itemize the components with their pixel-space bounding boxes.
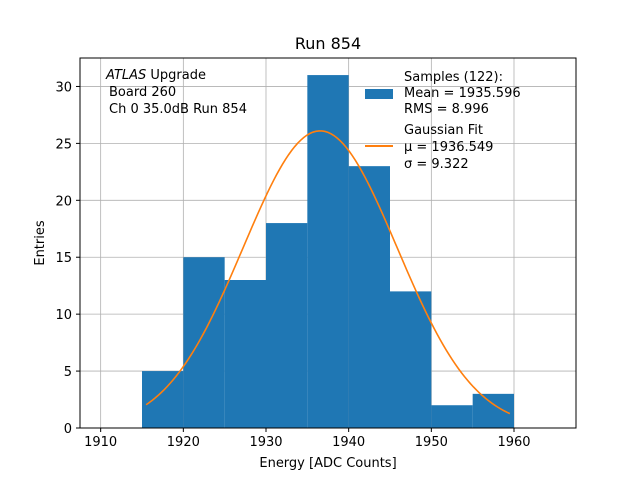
legend-samples-label: Samples (122): bbox=[404, 70, 503, 85]
upgrade-label: Upgrade bbox=[146, 68, 206, 83]
chart-title: Run 854 bbox=[295, 34, 361, 53]
histogram-bars bbox=[142, 75, 514, 429]
histogram-bar bbox=[266, 223, 308, 428]
annotation-line-3: Ch 0 35.0dB Run 854 bbox=[109, 102, 247, 117]
histogram-bar bbox=[348, 166, 390, 428]
histogram-bar bbox=[472, 393, 514, 428]
y-tick-label: 25 bbox=[55, 137, 72, 152]
x-tick-label: 1950 bbox=[415, 435, 448, 450]
legend-samples-swatch bbox=[365, 89, 393, 99]
y-tick-label: 20 bbox=[55, 194, 72, 209]
histogram-bar bbox=[307, 75, 349, 429]
annotation-block: ATLAS Upgrade Board 260 Ch 0 35.0dB Run … bbox=[105, 68, 247, 117]
legend-fit-mu: μ = 1936.549 bbox=[404, 140, 493, 155]
annotation-line-1: ATLAS Upgrade bbox=[105, 68, 206, 83]
y-tick-label: 0 bbox=[64, 422, 72, 437]
gaussian-fit-curve bbox=[145, 130, 511, 415]
legend-samples-mean: Mean = 1935.596 bbox=[404, 86, 521, 101]
legend-samples-rms: RMS = 8.996 bbox=[404, 102, 489, 117]
x-tick-label: 1910 bbox=[84, 435, 117, 450]
x-tick-label: 1960 bbox=[497, 435, 530, 450]
x-tick-label: 1940 bbox=[332, 435, 365, 450]
gaussian-fit bbox=[145, 130, 511, 415]
x-axis-ticks: 1910 1920 1930 1940 1950 1960 bbox=[84, 428, 531, 450]
y-tick-label: 15 bbox=[55, 251, 72, 266]
legend-fit-label: Gaussian Fit bbox=[404, 123, 483, 138]
legend-fit-sigma: σ = 9.322 bbox=[404, 157, 469, 172]
annotation-line-2: Board 260 bbox=[109, 85, 176, 100]
histogram-bar bbox=[431, 405, 473, 428]
x-tick-label: 1930 bbox=[249, 435, 282, 450]
y-axis-ticks: 0 5 10 15 20 25 30 bbox=[55, 80, 80, 437]
plot-frame bbox=[79, 57, 577, 429]
histogram-bar bbox=[224, 280, 266, 428]
y-axis-title: Entries bbox=[33, 220, 48, 266]
x-axis-title: Energy [ADC Counts] bbox=[259, 456, 396, 471]
histogram-bar bbox=[183, 257, 225, 428]
y-tick-label: 5 bbox=[64, 365, 72, 380]
atlas-label: ATLAS bbox=[105, 68, 146, 83]
histogram-bar bbox=[142, 371, 184, 428]
x-tick-label: 1920 bbox=[167, 435, 200, 450]
legend: Samples (122): Mean = 1935.596 RMS = 8.9… bbox=[365, 70, 521, 172]
histogram-bar bbox=[390, 291, 432, 428]
y-tick-label: 30 bbox=[55, 80, 72, 95]
y-tick-label: 10 bbox=[55, 308, 72, 323]
